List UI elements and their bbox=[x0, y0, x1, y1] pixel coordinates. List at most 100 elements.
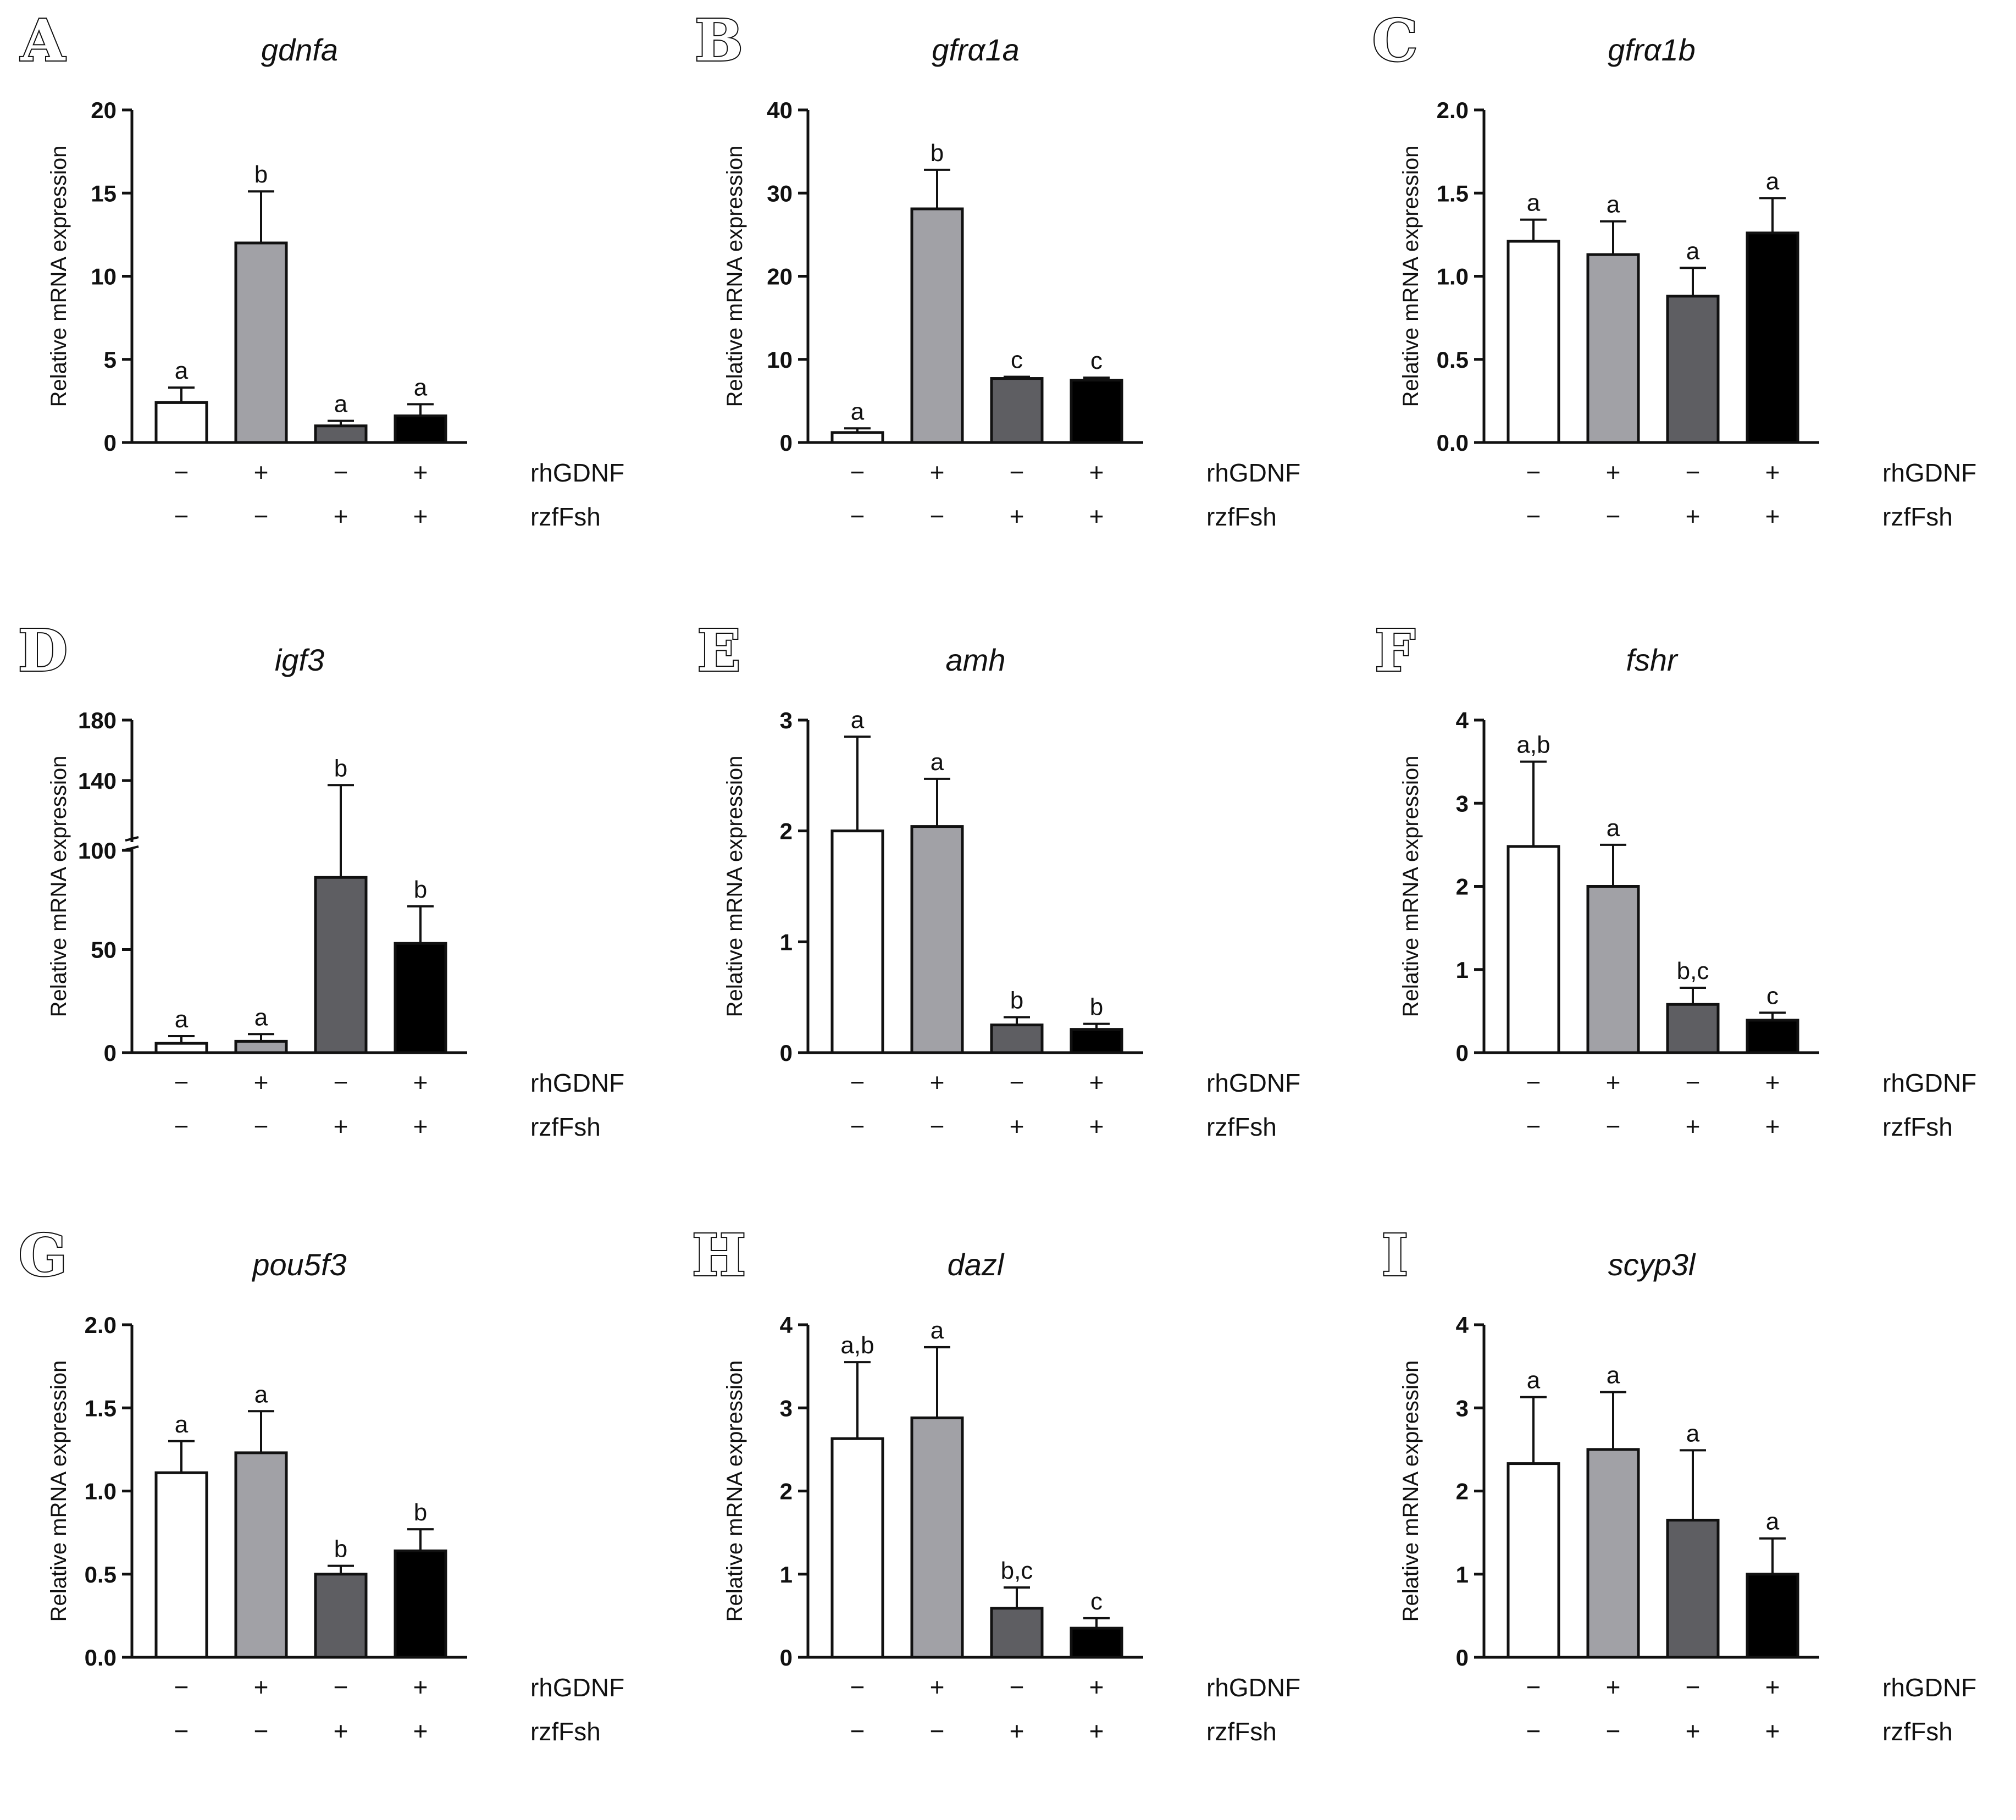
treatment-sign: + bbox=[1606, 1068, 1621, 1097]
y-axis-label: Relative mRNA expression bbox=[1399, 146, 1423, 407]
treatment-sign: − bbox=[930, 502, 945, 530]
bar bbox=[314, 876, 368, 1054]
treatment-sign: − bbox=[850, 1068, 865, 1097]
significance-letter: a bbox=[1527, 190, 1541, 217]
chart-title: dazl bbox=[948, 1247, 1005, 1282]
panel-letter: F bbox=[1375, 617, 1415, 684]
axis-break-mark bbox=[125, 836, 139, 842]
treatment-sign: − bbox=[930, 1112, 945, 1141]
treatment-sign: + bbox=[334, 502, 348, 530]
treatment-sign: + bbox=[1089, 1068, 1104, 1097]
y-tick-label: 0 bbox=[1456, 1645, 1469, 1670]
treatment-sign: − bbox=[174, 1068, 189, 1097]
chart-title: scyp3l bbox=[1608, 1247, 1696, 1282]
y-tick-label: 0.5 bbox=[85, 1562, 117, 1587]
bar bbox=[1507, 240, 1560, 444]
chart-title: gdnfa bbox=[261, 32, 338, 67]
y-tick-label: 4 bbox=[1456, 707, 1469, 733]
significance-letter: b bbox=[1010, 987, 1023, 1014]
bar bbox=[830, 829, 884, 1054]
bar bbox=[1586, 1448, 1640, 1659]
y-axis-label: Relative mRNA expression bbox=[1399, 1360, 1423, 1622]
y-tick-label: 3 bbox=[1456, 790, 1469, 816]
y-tick-label: 0 bbox=[780, 1645, 793, 1670]
y-tick-label: 4 bbox=[780, 1312, 793, 1338]
significance-letter: a bbox=[1686, 237, 1700, 264]
treatment-sign: − bbox=[1606, 502, 1621, 530]
bar bbox=[154, 1471, 208, 1659]
y-axis-label: Relative mRNA expression bbox=[47, 756, 71, 1017]
bar bbox=[1507, 845, 1560, 1054]
chart-title: gfrα1a bbox=[932, 32, 1020, 67]
treatment-sign: + bbox=[413, 1068, 428, 1097]
treatment-sign: − bbox=[930, 1717, 945, 1745]
y-tick-label: 2 bbox=[1456, 874, 1469, 900]
bar bbox=[314, 1573, 368, 1659]
significance-letter: a bbox=[254, 1381, 268, 1408]
treatment-sign: − bbox=[850, 502, 865, 530]
treatment-sign: + bbox=[1089, 1717, 1104, 1745]
treatment-label-rhgdnf: rhGDNF bbox=[1206, 1673, 1300, 1702]
treatment-sign: + bbox=[1765, 1112, 1780, 1141]
treatment-sign: − bbox=[850, 1673, 865, 1701]
bar bbox=[1666, 295, 1720, 444]
y-tick-label: 3 bbox=[780, 1395, 793, 1421]
y-tick-label: 1.5 bbox=[85, 1395, 117, 1421]
treatment-label-rhgdnf: rhGDNF bbox=[1882, 458, 1976, 487]
y-tick-label: 180 bbox=[78, 707, 117, 733]
treatment-sign: + bbox=[413, 1112, 428, 1141]
treatment-sign: − bbox=[334, 1068, 348, 1097]
treatment-sign: − bbox=[1686, 458, 1701, 486]
y-tick-label: 10 bbox=[91, 264, 117, 290]
y-tick-label: 0.0 bbox=[85, 1645, 117, 1670]
treatment-label-rzffsh: rzfFsh bbox=[530, 1717, 601, 1746]
treatment-sign: + bbox=[254, 1068, 269, 1097]
bar bbox=[394, 1549, 447, 1659]
treatment-label-rhgdnf: rhGDNF bbox=[1882, 1069, 1976, 1097]
treatment-sign: − bbox=[1686, 1673, 1701, 1701]
treatment-sign: − bbox=[1606, 1112, 1621, 1141]
treatment-sign: + bbox=[1686, 502, 1701, 530]
treatment-sign: + bbox=[254, 1673, 269, 1701]
y-tick-label: 1.0 bbox=[1437, 264, 1469, 290]
y-tick-label: 50 bbox=[91, 937, 117, 963]
panel-letter: I bbox=[1382, 1221, 1409, 1289]
significance-letter: b bbox=[1090, 994, 1103, 1021]
treatment-sign: − bbox=[1010, 458, 1024, 486]
bar bbox=[1586, 253, 1640, 444]
treatment-label-rzffsh: rzfFsh bbox=[1882, 502, 1953, 531]
treatment-sign: − bbox=[174, 1717, 189, 1745]
bar bbox=[830, 1437, 884, 1659]
treatment-sign: + bbox=[1010, 1112, 1024, 1141]
treatment-sign: − bbox=[1526, 458, 1541, 486]
y-tick-label: 100 bbox=[78, 838, 117, 864]
treatment-sign: − bbox=[254, 1717, 269, 1745]
bar bbox=[154, 1042, 208, 1054]
significance-letter: b bbox=[334, 1536, 347, 1563]
significance-letter: a bbox=[1607, 815, 1620, 842]
bar bbox=[910, 825, 964, 1054]
treatment-sign: + bbox=[1010, 502, 1024, 530]
panel-letter: H bbox=[692, 1221, 746, 1289]
treatment-sign: − bbox=[1606, 1717, 1621, 1745]
y-axis-label: Relative mRNA expression bbox=[1399, 756, 1423, 1017]
bar bbox=[1070, 379, 1123, 444]
panel-letter: D bbox=[18, 617, 68, 684]
y-tick-label: 1.5 bbox=[1437, 180, 1469, 206]
treatment-sign: + bbox=[1010, 1717, 1024, 1745]
significance-letter: a,b bbox=[1516, 732, 1550, 759]
y-tick-label: 1 bbox=[780, 929, 793, 955]
bar bbox=[234, 241, 288, 444]
treatment-sign: + bbox=[1089, 458, 1104, 486]
treatment-sign: + bbox=[334, 1717, 348, 1745]
bar bbox=[1070, 1028, 1123, 1054]
y-axis-label: Relative mRNA expression bbox=[47, 1360, 71, 1622]
panel-letter: A bbox=[20, 7, 66, 74]
panel-letter: E bbox=[697, 617, 740, 684]
significance-letter: a bbox=[851, 706, 865, 733]
y-tick-label: 40 bbox=[767, 97, 793, 123]
y-tick-label: 1 bbox=[1456, 1562, 1469, 1587]
treatment-label-rzffsh: rzfFsh bbox=[1206, 1717, 1277, 1746]
bar bbox=[1746, 1573, 1799, 1659]
